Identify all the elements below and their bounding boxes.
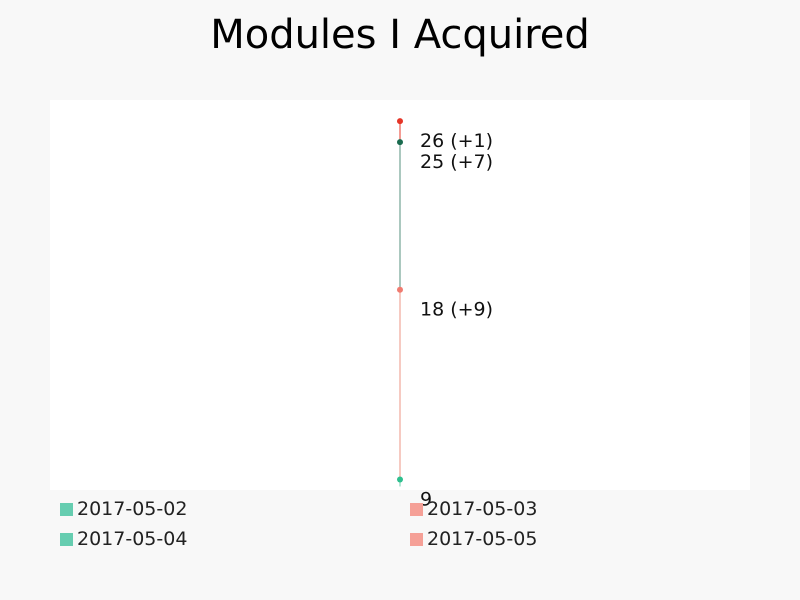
legend-label: 2017-05-05 <box>427 528 538 550</box>
legend-swatch <box>60 502 73 516</box>
data-label-2017-05-02: 9 <box>420 488 432 510</box>
legend-swatch <box>60 532 73 546</box>
data-point-2017-05-03[interactable] <box>397 286 403 293</box>
data-point-2017-05-05[interactable] <box>397 118 403 125</box>
legend-swatch <box>410 502 423 516</box>
legend-item-2017-05-03[interactable]: 2017-05-03 <box>410 497 537 521</box>
legend-label: 2017-05-04 <box>77 528 188 550</box>
legend-item-2017-05-05[interactable]: 2017-05-05 <box>410 527 537 551</box>
data-point-2017-05-04[interactable] <box>397 139 403 146</box>
legend-label: 2017-05-03 <box>427 498 538 520</box>
legend-item-2017-05-02[interactable]: 2017-05-02 <box>60 497 187 521</box>
data-label-2017-05-05: 26 (+1) <box>420 130 493 152</box>
data-label-2017-05-04: 25 (+7) <box>420 151 493 173</box>
legend-label: 2017-05-02 <box>77 498 188 520</box>
data-label-2017-05-03: 18 (+9) <box>420 299 493 321</box>
chart-title: Modules I Acquired <box>210 12 590 58</box>
data-labels: 9 18 (+9) 25 (+7)26 (+1) <box>420 130 493 510</box>
legend-swatch <box>410 532 423 546</box>
data-point-2017-05-02[interactable] <box>397 476 403 483</box>
legend-item-2017-05-04[interactable]: 2017-05-04 <box>60 527 187 551</box>
data-points <box>397 118 403 483</box>
legend: 2017-05-02 2017-05-03 2017-05-04 2017-05-05 <box>0 497 800 557</box>
